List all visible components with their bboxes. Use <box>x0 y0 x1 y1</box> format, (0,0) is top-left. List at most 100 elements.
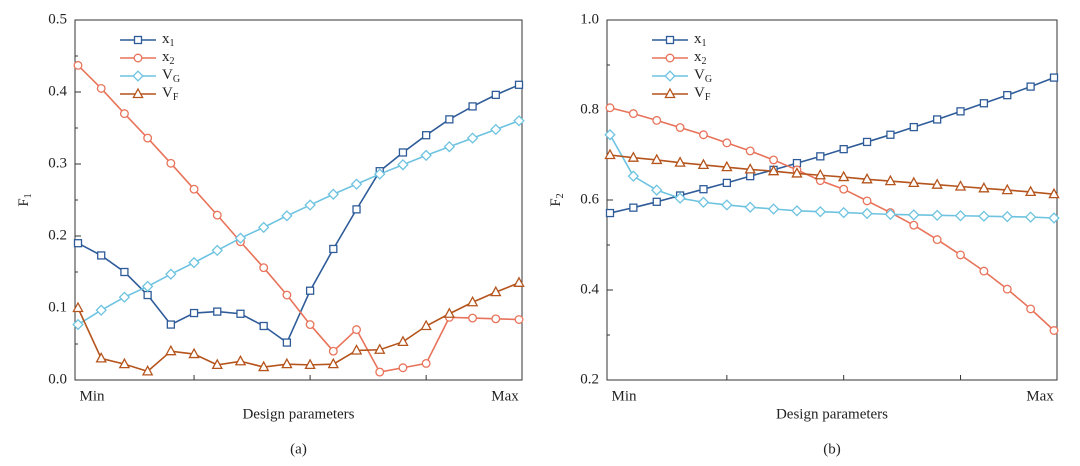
marker <box>443 141 456 153</box>
marker <box>350 344 363 355</box>
marker <box>491 314 501 324</box>
legend-label: VF <box>162 85 179 103</box>
marker <box>862 196 872 206</box>
marker <box>931 178 943 189</box>
marker <box>721 160 733 172</box>
marker <box>257 360 270 372</box>
marker <box>652 115 662 125</box>
marker <box>234 354 247 366</box>
marker <box>397 335 409 346</box>
marker <box>513 115 525 127</box>
marker <box>1048 187 1060 199</box>
marker <box>374 343 386 354</box>
marker <box>73 60 83 70</box>
marker <box>398 363 408 373</box>
marker <box>118 357 131 369</box>
marker <box>420 319 432 331</box>
marker <box>1049 73 1059 82</box>
marker <box>143 133 153 143</box>
marker <box>956 107 965 116</box>
marker <box>862 137 872 147</box>
marker <box>745 146 755 156</box>
marker <box>73 239 83 248</box>
marker <box>420 149 432 162</box>
caption: (b) <box>823 441 841 457</box>
x-tick-label: Min <box>611 388 637 404</box>
marker <box>443 307 456 318</box>
marker <box>468 313 478 323</box>
marker <box>931 209 943 222</box>
plot-frame <box>74 19 523 381</box>
marker <box>466 295 479 307</box>
marker <box>1002 284 1012 294</box>
x-tick-label: Max <box>1026 388 1054 404</box>
marker <box>744 163 756 174</box>
marker <box>1048 212 1060 224</box>
marker <box>141 364 154 376</box>
y-axis-label: F2 <box>548 193 566 206</box>
marker <box>791 205 803 217</box>
marker <box>933 115 942 124</box>
marker <box>978 210 990 222</box>
marker <box>281 210 293 222</box>
marker <box>327 357 340 369</box>
marker <box>1024 211 1037 223</box>
series-line <box>609 154 1055 195</box>
marker <box>352 325 361 335</box>
x-tick-label: Min <box>79 388 105 404</box>
marker <box>886 130 895 139</box>
marker <box>143 290 152 300</box>
marker <box>327 188 340 200</box>
marker <box>954 180 967 191</box>
marker <box>1049 326 1059 335</box>
marker <box>329 244 338 254</box>
y-tick-label: 0.5 <box>48 11 67 27</box>
marker <box>837 170 850 182</box>
y-tick-label: 0.4 <box>48 83 67 99</box>
marker <box>141 280 154 293</box>
marker <box>328 346 338 356</box>
y-tick-label: 0.3 <box>48 155 67 171</box>
marker <box>1026 304 1036 314</box>
marker <box>189 184 199 194</box>
marker <box>978 181 990 193</box>
marker <box>282 290 292 300</box>
marker <box>884 208 897 221</box>
marker <box>445 115 454 124</box>
y-axis-label: F1 <box>16 193 34 206</box>
y-tick-label: 0.6 <box>580 191 599 207</box>
marker <box>651 184 663 196</box>
marker <box>514 315 524 324</box>
marker <box>628 109 638 119</box>
legend-label: x2 <box>694 49 707 67</box>
marker <box>95 304 107 316</box>
marker <box>664 87 676 99</box>
marker <box>1003 91 1012 100</box>
marker <box>491 90 500 100</box>
legend-label: VG <box>694 67 712 85</box>
marker <box>133 35 143 45</box>
marker <box>352 205 361 214</box>
marker <box>118 291 131 303</box>
series-line <box>77 64 520 373</box>
marker <box>513 276 525 287</box>
marker <box>132 70 144 82</box>
marker <box>281 357 293 369</box>
marker <box>259 321 268 331</box>
x-tick-label: Max <box>491 388 519 404</box>
marker <box>909 122 918 132</box>
marker <box>234 232 247 244</box>
marker <box>120 267 129 277</box>
marker <box>119 109 129 119</box>
marker <box>304 358 316 370</box>
marker <box>769 155 779 165</box>
marker <box>627 151 640 162</box>
marker <box>604 129 616 141</box>
marker <box>604 148 616 160</box>
marker <box>211 244 223 257</box>
marker <box>744 201 756 213</box>
y-tick-label: 0.4 <box>580 281 599 297</box>
marker <box>816 152 825 161</box>
y-tick-label: 0.2 <box>580 371 599 387</box>
